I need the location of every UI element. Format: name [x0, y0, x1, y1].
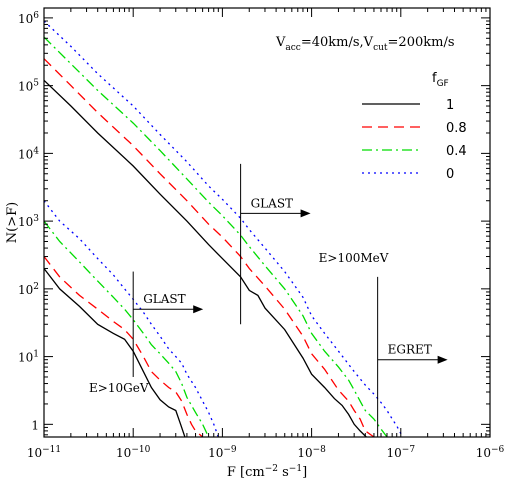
threshold-label: GLAST [251, 196, 293, 210]
legend-label: 1 [446, 98, 454, 113]
y-tick-label: 105 [18, 79, 39, 94]
legend: fGF 1 0.8 0.4 0 [362, 71, 467, 182]
arrow-head-icon [437, 355, 448, 364]
x-tick-label: 10−9 [208, 445, 237, 460]
y-tick-label: 101 [18, 350, 39, 365]
x-tick-label: 10−6 [476, 445, 505, 460]
x-tick-label: 10−11 [27, 445, 61, 460]
y-tick-label: 104 [18, 146, 39, 161]
y-tick-label: 1 [31, 418, 39, 432]
y-tick-label: 106 [18, 11, 39, 26]
curves-layer [43, 20, 404, 438]
x-axis-label: F [cm−2 s−1] [227, 464, 307, 480]
annotations-layer: GLAST GLAST EGRET E>100MeV E>10GeV [89, 163, 448, 437]
threshold-label: GLAST [143, 292, 185, 306]
series-line-fgf-0p4 [43, 36, 388, 438]
legend-label: 0.4 [446, 144, 467, 159]
legend-title: fGF [432, 71, 449, 89]
y-tick-label: 103 [18, 214, 39, 229]
series-line-fgf-0 [43, 200, 219, 438]
arrow-head-icon [300, 209, 311, 218]
chart-header: Vacc=40km/s,Vcut=200km/s [275, 35, 455, 53]
x-tick-label: 10−8 [297, 445, 326, 460]
y-axis-label: N(>F) [5, 202, 20, 243]
series-line-fgf-1 [43, 79, 367, 438]
series-line-fgf-0p8 [43, 256, 204, 438]
y-tick-label: 102 [18, 282, 39, 297]
legend-label: 0 [446, 167, 454, 182]
legend-label: 0.8 [446, 121, 467, 136]
series-line-fgf-0 [43, 20, 404, 438]
x-tick-label: 10−10 [116, 445, 151, 460]
threshold-label: EGRET [388, 343, 432, 357]
arrow-head-icon [193, 305, 204, 314]
ticks-layer: 10−11 10−10 10−9 10−8 10−7 10−6 1 101 102 103 104 1… [18, 8, 505, 460]
x-tick-label: 10−7 [387, 445, 416, 460]
series-line-fgf-0p8 [43, 58, 375, 438]
series-line-fgf-0p4 [43, 220, 210, 438]
energy-label: E>100MeV [319, 251, 389, 265]
energy-label: E>10GeV [89, 381, 149, 395]
plot-frame [43, 7, 491, 438]
series-line-fgf-1 [43, 268, 186, 438]
